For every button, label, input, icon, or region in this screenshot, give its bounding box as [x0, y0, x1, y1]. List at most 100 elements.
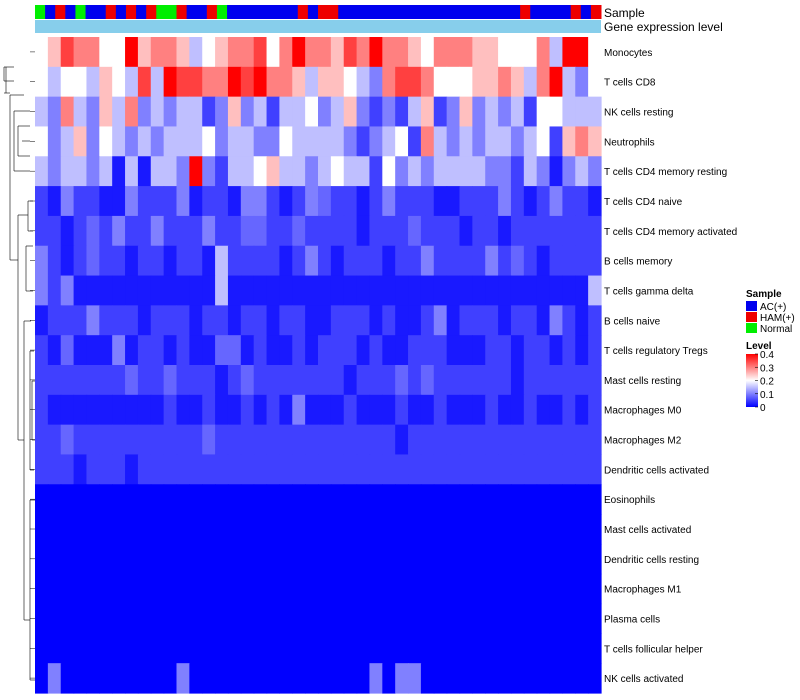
- heatmap-cell: [369, 365, 383, 396]
- heatmap-cell: [253, 126, 268, 157]
- heatmap-cell: [420, 394, 435, 426]
- heatmap-cell: [575, 245, 589, 277]
- heatmap-cell: [47, 305, 62, 336]
- heatmap-cell: [240, 96, 255, 128]
- sample-annotation-cell: [560, 5, 572, 19]
- heatmap-cell: [253, 514, 268, 545]
- heatmap-cell: [523, 215, 538, 247]
- heatmap-cell: [498, 156, 512, 187]
- sample-annotation-cell: [530, 5, 541, 19]
- heatmap-cell: [112, 66, 126, 98]
- heatmap-cell: [549, 603, 564, 634]
- heatmap-cell: [318, 305, 332, 336]
- heatmap-cell: [86, 514, 100, 545]
- heatmap-cell: [163, 603, 178, 634]
- heatmap-cell: [266, 454, 281, 485]
- heatmap-cell: [163, 186, 178, 217]
- heatmap-cell: [433, 514, 448, 545]
- heatmap-cell: [189, 275, 203, 306]
- heatmap-cell: [99, 335, 113, 366]
- heatmap-cell: [99, 663, 113, 694]
- heatmap-cell: [395, 96, 409, 128]
- heatmap-cell: [86, 126, 100, 157]
- heatmap-cell: [227, 365, 242, 396]
- heatmap-cell: [472, 96, 486, 128]
- heatmap-cell: [356, 663, 371, 694]
- heatmap-cell: [137, 335, 152, 366]
- heatmap-cell: [408, 305, 422, 336]
- heatmap-cell: [330, 305, 345, 336]
- heatmap-cell: [472, 454, 486, 485]
- heatmap-cell: [446, 394, 461, 426]
- heatmap-cell: [459, 424, 473, 456]
- heatmap-cell: [446, 186, 461, 217]
- heatmap-cell: [459, 514, 473, 545]
- heatmap-cell: [318, 484, 332, 515]
- heatmap-cell: [253, 186, 268, 217]
- heatmap-cell: [472, 335, 486, 366]
- heatmap-cell: [60, 454, 75, 485]
- heatmap-cell: [588, 663, 602, 694]
- heatmap-cell: [305, 633, 319, 664]
- heatmap-cell: [536, 424, 551, 456]
- heatmap-cell: [395, 66, 409, 98]
- heatmap-cell: [356, 514, 371, 545]
- heatmap-cell: [523, 603, 538, 634]
- heatmap-cell: [575, 454, 589, 485]
- heatmap-cell: [485, 66, 499, 98]
- row-labels: Monocytes T cells CD8 NK cells resting Neut…: [604, 48, 737, 685]
- sample-annotation-cell: [378, 5, 390, 19]
- sample-annotation-cell: [358, 5, 370, 19]
- heatmap-cell: [292, 186, 306, 217]
- heatmap-cell: [279, 365, 293, 396]
- heatmap-cell: [562, 245, 576, 277]
- heatmap-cell: [395, 245, 409, 277]
- heatmap-cell: [47, 66, 62, 98]
- heatmap-cell: [137, 96, 152, 128]
- heatmap-cell: [35, 96, 49, 128]
- heatmap-cell: [112, 573, 126, 605]
- heatmap-cell: [446, 245, 461, 277]
- heatmap-cell: [73, 573, 88, 605]
- heatmap-cell: [498, 663, 512, 694]
- heatmap-cell: [150, 126, 165, 157]
- heatmap-cell: [562, 275, 576, 306]
- sample-annotation-cell: [398, 5, 410, 19]
- heatmap-cell: [60, 37, 75, 68]
- heatmap-cell: [369, 275, 383, 306]
- heatmap-cell: [125, 335, 139, 366]
- heatmap-cell: [202, 305, 216, 336]
- heatmap-cell: [35, 126, 49, 157]
- heatmap-cell: [47, 275, 62, 306]
- legend-tick-label: 0.4: [760, 350, 774, 361]
- heatmap-cell: [446, 365, 461, 396]
- heatmap-cell: [459, 156, 473, 187]
- heatmap-cell: [446, 514, 461, 545]
- heatmap-cell: [562, 603, 576, 634]
- heatmap-cell: [176, 37, 190, 68]
- heatmap-cell: [382, 37, 396, 68]
- heatmap-cell: [510, 37, 525, 68]
- heatmap-cell: [253, 156, 268, 187]
- heatmap-cell: [279, 215, 293, 247]
- heatmap-cell: [343, 424, 358, 456]
- heatmap-cell: [420, 663, 435, 694]
- heatmap-cell: [420, 186, 435, 217]
- heatmap-cell: [343, 514, 358, 545]
- row-label: T cells follicular helper: [604, 644, 703, 655]
- heatmap-cell: [189, 454, 203, 485]
- heatmap-cell: [549, 335, 564, 366]
- heatmap-cell: [73, 66, 88, 98]
- heatmap-cell: [588, 543, 602, 575]
- heatmap-cell: [485, 96, 499, 128]
- heatmap-cell: [523, 275, 538, 306]
- heatmap-cell: [163, 424, 178, 456]
- heatmap-cell: [86, 66, 100, 98]
- heatmap-cell: [408, 37, 422, 68]
- heatmap-cell: [215, 126, 229, 157]
- heatmap-cell: [112, 514, 126, 545]
- heatmap-cell: [395, 335, 409, 366]
- heatmap-cell: [189, 156, 203, 187]
- heatmap-cell: [137, 633, 152, 664]
- heatmap-cell: [420, 215, 435, 247]
